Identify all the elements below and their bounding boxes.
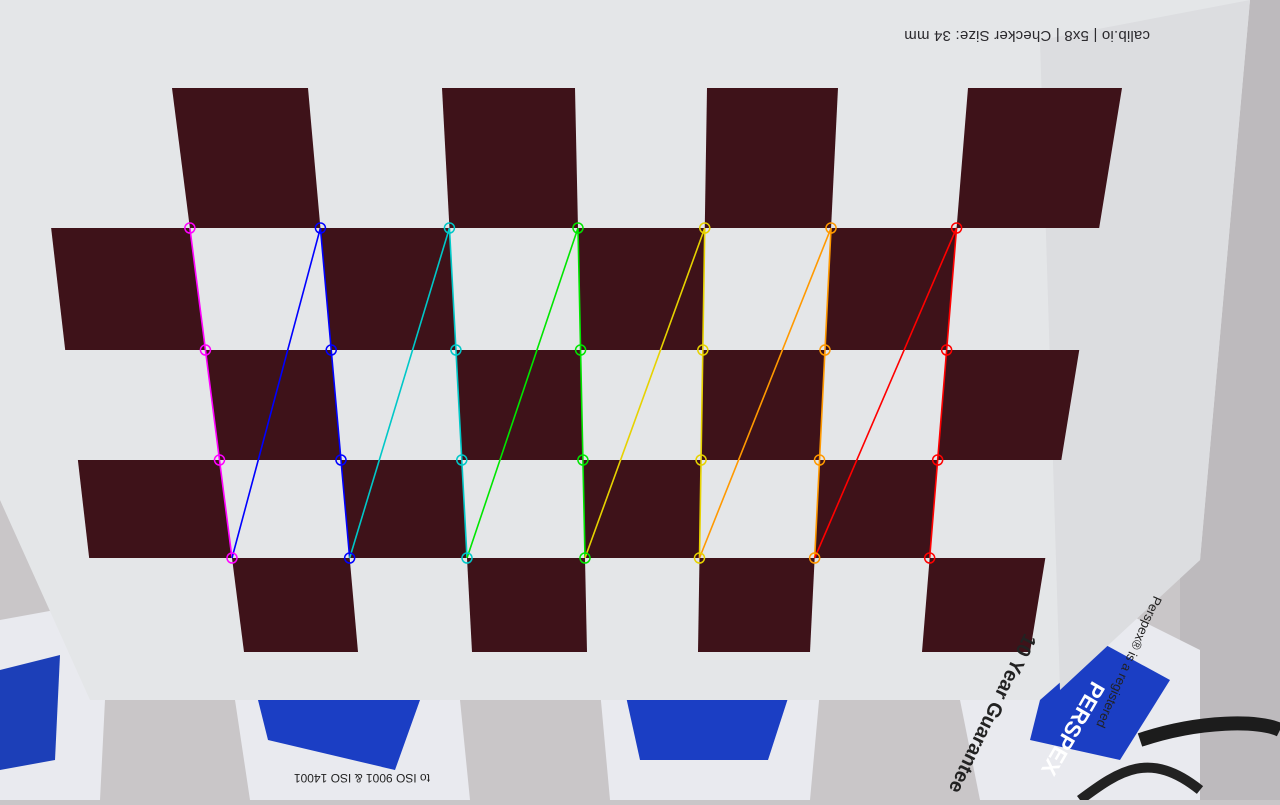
corner-marker: [699, 222, 711, 234]
corner-connector-line: [584, 227, 706, 559]
checker-square: [467, 558, 587, 652]
checker-square: [922, 558, 1046, 652]
checker-square: [704, 88, 838, 228]
corner-marker: [574, 344, 587, 356]
corner-row-line: [928, 227, 958, 559]
corner-marker: [343, 552, 356, 564]
corner-marker: [572, 222, 584, 234]
checker-square: [701, 350, 825, 460]
corner-marker: [950, 222, 963, 234]
checker-square: [172, 88, 321, 228]
corner-marker: [808, 552, 821, 564]
corner-marker: [213, 454, 226, 466]
corner-marker: [923, 552, 936, 564]
corner-marker: [825, 222, 837, 234]
corner-connector-line: [698, 227, 832, 559]
corner-row-line: [577, 227, 586, 559]
corner-connector-line: [466, 227, 579, 559]
corner-row-line: [189, 227, 233, 559]
box-iso-line: to ISO 9001 & ISO 14001: [293, 771, 430, 785]
perspex-box-bottom-left: [0, 600, 820, 800]
corner-marker: [199, 344, 212, 356]
corner-marker: [697, 344, 709, 356]
checker-square: [320, 228, 456, 350]
checker-square: [937, 350, 1080, 460]
checker-square: [814, 460, 938, 558]
corner-marker: [931, 454, 944, 466]
corner-marker: [314, 222, 327, 234]
corner-marker: [226, 552, 238, 564]
checker-square: [442, 88, 578, 228]
corner-marker: [184, 222, 196, 234]
corner-marker: [325, 344, 337, 356]
corner-connector-line: [231, 227, 322, 559]
checker-square: [51, 228, 206, 350]
corner-marker: [693, 552, 706, 564]
corner-connector-line: [348, 227, 451, 559]
sheet-caption: calib.io | 5x8 | Checker Size: 34 mm: [904, 27, 1150, 44]
corner-marker: [695, 454, 707, 466]
cable-2: [1077, 762, 1204, 805]
checker-square: [698, 558, 815, 652]
checker-square: [582, 460, 702, 558]
corner-marker: [450, 344, 462, 356]
corner-marker: [577, 454, 589, 466]
corner-row-line: [448, 227, 468, 559]
corner-marker: [819, 344, 831, 356]
corner-marker: [579, 552, 591, 564]
corner-marker: [456, 454, 468, 466]
cable: [1137, 716, 1280, 747]
checker-square: [956, 88, 1122, 228]
checker-square: [232, 558, 358, 652]
checker-square: [577, 228, 705, 350]
corner-marker: [940, 344, 953, 356]
checkerboard: [51, 88, 1122, 652]
checker-square: [340, 460, 467, 558]
corner-row-line: [319, 227, 351, 559]
corner-marker: [813, 454, 826, 466]
corner-connector-line: [813, 227, 958, 559]
corner-row-line: [698, 227, 706, 559]
corner-marker: [443, 222, 456, 234]
checker-square: [455, 350, 583, 460]
corner-row-line: [813, 227, 832, 559]
corner-marker: [335, 454, 347, 466]
corner-marker: [461, 552, 473, 564]
checker-square: [824, 228, 957, 350]
checker-square: [77, 460, 232, 558]
detected-corners-overlay: [184, 222, 963, 564]
